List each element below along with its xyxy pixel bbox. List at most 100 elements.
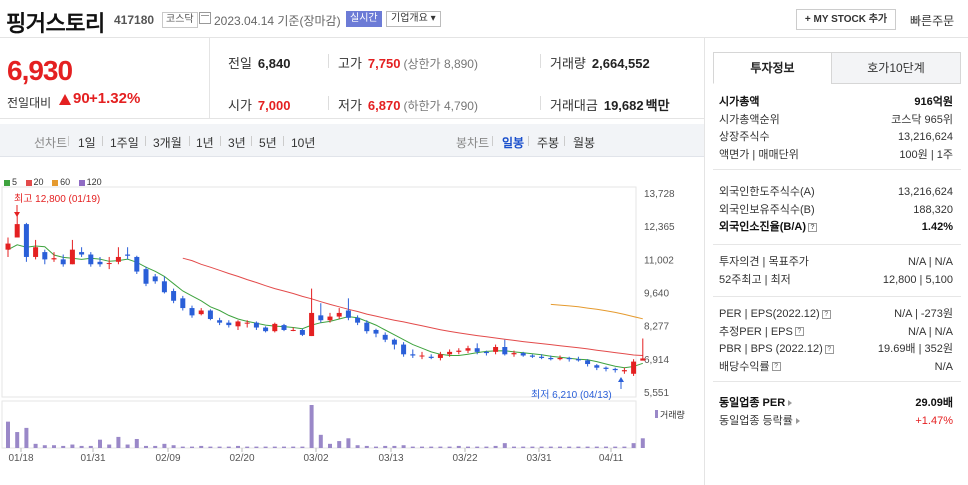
help-icon[interactable]: ? bbox=[821, 309, 831, 319]
candle-body bbox=[631, 361, 637, 374]
help-icon[interactable]: ? bbox=[808, 222, 817, 232]
volume-bar bbox=[548, 446, 553, 448]
expand-triangle-icon[interactable] bbox=[795, 417, 800, 424]
volume-bar bbox=[217, 446, 222, 448]
info-label: PER | EPS(2022.12)? bbox=[719, 306, 831, 323]
price-stats: 전일 6,840 고가 7,750 (상한가 8,890) 거래량 2,664,552 … bbox=[210, 38, 704, 119]
info-row: 외국인보유주식수(B) 188,320 bbox=[719, 202, 953, 220]
candle-body bbox=[97, 261, 103, 265]
ma5-line bbox=[7, 244, 643, 369]
quick-order-link[interactable]: 빠른주문 bbox=[910, 14, 955, 28]
candle-body bbox=[88, 254, 94, 265]
candle-body bbox=[51, 258, 57, 260]
candle-body bbox=[198, 310, 204, 315]
volume-bar bbox=[438, 446, 443, 448]
expand-triangle-icon[interactable] bbox=[788, 400, 793, 407]
volume-bar bbox=[42, 445, 47, 448]
high-arrow-icon bbox=[14, 212, 20, 217]
stock-name: 핑거스토리 bbox=[6, 11, 105, 36]
tab-orderbook-10[interactable]: 호가10단계 bbox=[831, 52, 961, 84]
tab-weekly[interactable]: 주봉 bbox=[537, 136, 560, 150]
tab-period-1y[interactable]: 1년 bbox=[196, 136, 214, 150]
info-value: 1.42% bbox=[921, 221, 953, 233]
x-tick-label: 01/18 bbox=[8, 453, 33, 464]
x-tick-label: 02/20 bbox=[229, 453, 254, 464]
volume-bar bbox=[604, 446, 608, 448]
volume-bar bbox=[6, 421, 10, 448]
change-label: 전일대비 bbox=[7, 96, 52, 110]
info-label: 동일업종 등락률 bbox=[719, 413, 800, 430]
info-value: 916억원 bbox=[914, 96, 953, 108]
stat-amount: 거래대금 19,682 백만 bbox=[550, 98, 670, 113]
candle-body bbox=[373, 329, 379, 334]
stat-open: 시가 7,000 bbox=[228, 98, 291, 113]
y-tick-label: 12,365 bbox=[644, 222, 675, 233]
tab-period-3m[interactable]: 3개월 bbox=[153, 136, 182, 150]
tab-investment-info[interactable]: 투자정보 bbox=[713, 52, 832, 84]
tab-candle-chart[interactable]: 봉차트 bbox=[456, 136, 490, 150]
volume-bar bbox=[33, 443, 38, 448]
tab-period-3y[interactable]: 3년 bbox=[228, 136, 246, 150]
candle-body bbox=[161, 281, 167, 293]
realtime-button[interactable]: 실시간 bbox=[346, 11, 382, 27]
info-label: 배당수익률? bbox=[719, 359, 781, 376]
candle-body bbox=[447, 351, 453, 355]
candle-body bbox=[548, 357, 554, 360]
candle-body bbox=[382, 334, 388, 340]
tab-period-5y[interactable]: 5년 bbox=[259, 136, 277, 150]
volume-bar bbox=[521, 446, 526, 448]
volume-bar bbox=[88, 445, 93, 448]
tab-line-chart[interactable]: 선차트 bbox=[34, 136, 68, 150]
candle-body bbox=[42, 252, 48, 260]
candle-body bbox=[189, 308, 195, 316]
stock-header: 핑거스토리 417180 코스닥 2023.04.14 기준(장마감) 실시간 … bbox=[0, 0, 968, 38]
volume-bar bbox=[309, 405, 314, 448]
volume-bar bbox=[484, 446, 489, 448]
volume-bar bbox=[144, 445, 148, 448]
change-percent: +1.32% bbox=[89, 90, 141, 107]
candle-body bbox=[290, 329, 296, 331]
volume-bar bbox=[328, 443, 332, 448]
info-value: 13,216,624 bbox=[897, 186, 953, 198]
divider bbox=[713, 296, 961, 297]
volume-bar bbox=[226, 446, 231, 448]
info-value: +1.47% bbox=[915, 414, 953, 427]
info-label: 시가총액 bbox=[719, 96, 760, 108]
candle-body bbox=[364, 322, 370, 332]
ma60-line bbox=[550, 303, 643, 320]
info-value: N/A | -273원 bbox=[894, 308, 953, 320]
stat-high: 고가 7,750 (상한가 8,890) bbox=[338, 56, 478, 71]
price-chart[interactable]: 5 20 60 120 13,728 12,365 11,002 9,640 8,277… bbox=[0, 157, 704, 485]
candle-body bbox=[23, 224, 29, 257]
candle-body bbox=[345, 310, 351, 318]
info-label: 외국인소진율(B/A)? bbox=[719, 219, 817, 236]
tab-period-1w[interactable]: 1주일 bbox=[110, 136, 139, 150]
volume-bar bbox=[539, 446, 544, 448]
tab-period-1d[interactable]: 1일 bbox=[78, 136, 96, 150]
volume-bar bbox=[98, 439, 102, 448]
high-annotation: 최고 12,800 (01/19) bbox=[14, 193, 100, 205]
company-overview-dropdown[interactable]: 기업개요 ▾ bbox=[386, 11, 441, 27]
help-icon[interactable]: ? bbox=[771, 362, 781, 372]
volume-bar bbox=[134, 438, 139, 448]
volume-bar bbox=[502, 443, 507, 448]
y-tick-label: 8,277 bbox=[644, 322, 669, 333]
volume-bar bbox=[300, 446, 305, 448]
help-icon[interactable]: ? bbox=[824, 344, 834, 354]
candle-body bbox=[428, 356, 434, 358]
tab-monthly[interactable]: 월봉 bbox=[573, 136, 596, 150]
volume-bar bbox=[116, 436, 121, 448]
volume-bar bbox=[640, 438, 645, 448]
volume-bar bbox=[153, 445, 158, 448]
tab-daily[interactable]: 일봉 bbox=[502, 136, 525, 150]
help-icon[interactable]: ? bbox=[794, 327, 804, 337]
divider bbox=[713, 381, 961, 382]
add-mystock-button[interactable]: + MY STOCK 추가 bbox=[796, 9, 896, 30]
volume-bar bbox=[245, 446, 250, 448]
tab-period-10y[interactable]: 10년 bbox=[291, 136, 316, 150]
info-row: 추정PER | EPS? N/A | N/A bbox=[719, 324, 953, 342]
candle-body bbox=[401, 344, 407, 355]
candle-body bbox=[410, 354, 416, 356]
candle-body bbox=[575, 359, 581, 361]
volume-bar bbox=[61, 445, 66, 448]
